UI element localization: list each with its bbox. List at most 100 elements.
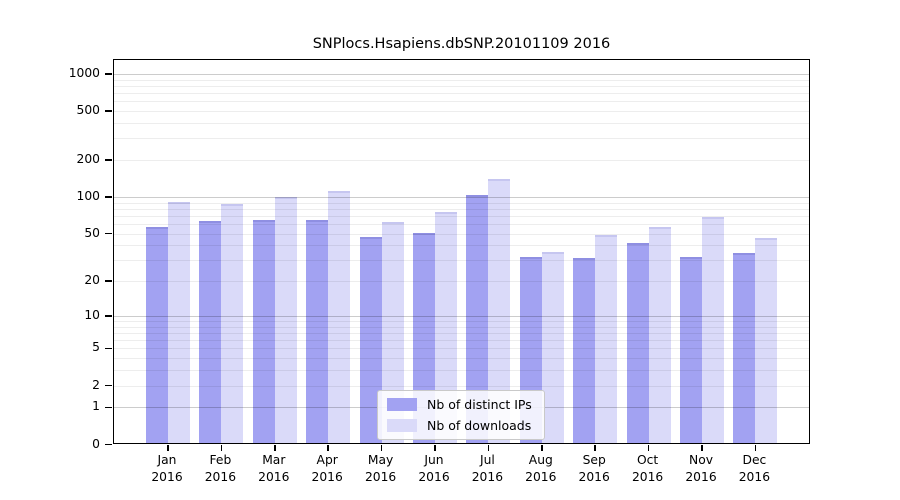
bar-distinct-ips-apr [306,220,329,443]
y-tick-10 [105,315,112,317]
x-axis-month-label-dec: Dec 2016 [722,452,786,486]
x-tick-dec [754,444,757,451]
legend-item-downloads: Nb of downloads [387,418,532,433]
month-name: Jul [479,453,495,467]
month-year: 2016 [685,470,717,484]
x-tick-mar [274,444,276,451]
y-axis-tick-label-500: 500 [76,103,100,118]
y-tick-200 [105,159,112,161]
bar-downloads-jul [488,179,511,443]
month-name: Apr [316,453,338,467]
y-axis-tick-label-20: 20 [84,273,100,288]
y-axis-tick-label-10: 10 [84,307,100,322]
legend-label-downloads: Nb of downloads [427,418,532,433]
x-axis-month-label-oct: Oct 2016 [616,452,680,486]
x-axis-month-label-jun: Jun 2016 [402,452,466,486]
x-axis-month-label-nov: Nov 2016 [669,452,733,486]
bar-downloads-oct [648,226,671,443]
month-year: 2016 [631,470,664,484]
month-name: May [367,453,394,467]
chart-title: SNPlocs.Hsapiens.dbSNP.20101109 2016 [312,36,611,52]
bar-downloads-mar [274,197,297,443]
bar-downloads-aug [541,251,564,443]
bar-distinct-ips-feb [199,221,222,443]
y-axis-tick-label-1: 1 [92,399,100,414]
month-name: Jun [424,453,444,467]
y-axis-tick-label-0: 0 [92,436,100,451]
month-name: Nov [689,453,713,467]
y-tick-0 [105,443,112,446]
month-year: 2016 [578,470,610,484]
bar-downloads-jan [168,202,190,443]
x-tick-jul [487,444,490,451]
month-name: Mar [262,453,286,467]
y-axis-tick-label-100: 100 [76,188,100,203]
bar-downloads-may [381,222,404,443]
month-year: 2016 [151,470,183,484]
bar-distinct-ips-sep [573,258,596,443]
y-tick-50 [105,232,112,235]
y-tick-5 [105,347,112,350]
y-axis-tick-label-2: 2 [92,377,100,392]
bar-downloads-nov [702,216,724,443]
y-axis-tick-label-50: 50 [84,225,100,240]
y-tick-100 [105,196,112,198]
month-name: Dec [742,453,767,467]
x-axis-month-label-mar: Mar 2016 [242,452,306,486]
y-tick-500 [105,110,112,112]
y-tick-1000 [105,73,112,75]
month-year: 2016 [418,470,450,484]
x-axis-month-label-jan: Jan 2016 [135,452,199,486]
x-axis-month-label-apr: Apr 2016 [295,452,359,486]
x-axis-month-label-sep: Sep 2016 [562,452,626,486]
x-tick-jan [167,444,169,451]
legend-swatch-distinct-ips [387,398,417,411]
bar-distinct-ips-jan [146,226,168,443]
y-tick-2 [105,384,112,387]
bar-distinct-ips-oct [626,243,649,443]
x-tick-feb [220,444,223,451]
bar-downloads-sep [595,234,618,443]
y-tick-20 [105,280,112,282]
bars-layer [114,60,809,443]
month-year: 2016 [525,470,557,484]
x-tick-sep [594,444,596,451]
month-year: 2016 [258,470,290,484]
bar-distinct-ips-nov [680,256,702,443]
month-name: Aug [528,453,553,467]
month-year: 2016 [204,470,237,484]
bar-distinct-ips-dec [733,253,756,443]
bar-downloads-jun [435,211,457,443]
x-axis-month-label-may: May 2016 [349,452,413,486]
bar-distinct-ips-jul [466,194,489,443]
month-name: Oct [636,453,659,467]
legend-item-distinct-ips: Nb of distinct IPs [387,397,532,412]
legend: Nb of distinct IPs Nb of downloads [377,390,545,440]
month-name: Jan [157,453,177,467]
bar-downloads-dec [755,238,778,443]
y-tick-1 [105,406,112,409]
legend-label-distinct-ips: Nb of distinct IPs [427,397,532,412]
bar-distinct-ips-mar [252,220,275,443]
bar-distinct-ips-may [359,237,382,443]
month-name: Sep [582,453,606,467]
month-year: 2016 [311,470,343,484]
month-year: 2016 [738,470,771,484]
x-tick-jun [434,444,436,451]
x-axis-month-label-feb: Feb 2016 [188,452,252,486]
x-tick-may [380,444,383,451]
x-tick-oct [647,444,650,451]
month-year: 2016 [364,470,397,484]
plot-area: Nb of distinct IPs Nb of downloads [105,59,810,451]
x-tick-apr [327,444,329,451]
y-axis-tick-label-200: 200 [76,152,100,167]
bar-downloads-apr [328,191,351,443]
month-name: Feb [209,453,232,467]
x-axis-month-label-jul: Jul 2016 [455,452,519,486]
y-axis-tick-label-5: 5 [92,340,100,355]
legend-swatch-downloads [387,419,417,432]
month-year: 2016 [471,470,504,484]
x-axis-month-label-aug: Aug 2016 [509,452,573,486]
bar-downloads-feb [221,204,244,443]
